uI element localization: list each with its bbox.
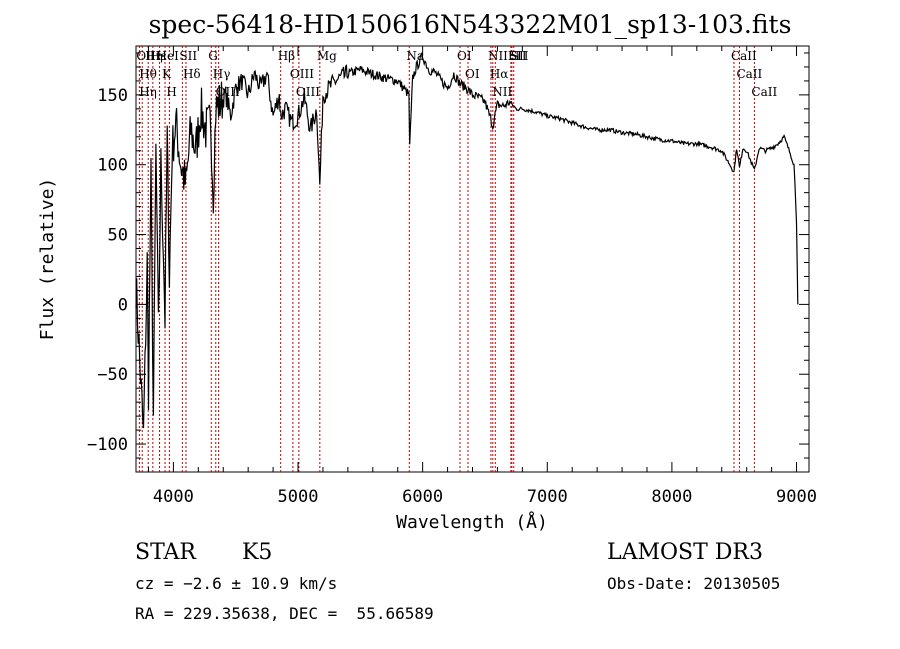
x-tick-label: 4000 bbox=[153, 487, 194, 507]
spectral-line-label: SII bbox=[509, 49, 527, 63]
observation-date: Obs-Date: 20130505 bbox=[607, 574, 780, 593]
spectral-line-labels: OIIHθHηHηHεHeIKHSIIHδGHγOIIIHβOIIIOIIIMg… bbox=[136, 49, 777, 99]
spectral-line-label: HeI bbox=[157, 49, 180, 63]
y-axis: −100 −50 0 50 100 150 bbox=[87, 52, 809, 459]
spectral-line-label: G bbox=[208, 49, 218, 63]
spectral-line-label: Li bbox=[508, 49, 520, 63]
spectral-line-label: H bbox=[166, 85, 176, 99]
spectral-line-label: Hδ bbox=[183, 67, 201, 81]
y-tick-label: 0 bbox=[118, 295, 128, 315]
spectral-line-label: Hη bbox=[145, 49, 163, 63]
x-tick-label: 6000 bbox=[402, 487, 443, 507]
y-tick-label: 50 bbox=[108, 226, 128, 246]
survey-release: LAMOST DR3 bbox=[607, 540, 763, 565]
spectral-line-label: OI bbox=[457, 49, 472, 63]
y-axis-label: Flux (relative) bbox=[37, 178, 58, 341]
spectral-line-label: OII bbox=[136, 49, 156, 63]
redshift-velocity: cz = −2.6 ± 10.9 km/s bbox=[135, 574, 337, 593]
y-tick-label: 150 bbox=[97, 86, 128, 106]
y-tick-label: 100 bbox=[97, 156, 128, 176]
spectral-line-label: SII bbox=[179, 49, 197, 63]
x-tick-label: 9000 bbox=[776, 487, 817, 507]
y-tick-label: −100 bbox=[87, 435, 128, 455]
spectral-line-label: CaII bbox=[731, 49, 757, 63]
x-tick-label: 8000 bbox=[651, 487, 692, 507]
spectral-line-label: OIII bbox=[290, 67, 314, 81]
spectral-line-label: CaII bbox=[751, 85, 777, 99]
spectral-line-label: K bbox=[162, 67, 172, 81]
spectral-line-label: NII bbox=[492, 85, 512, 99]
object-class: STAR bbox=[135, 540, 197, 565]
x-axis: 4000 5000 6000 7000 8000 9000 bbox=[147, 46, 817, 507]
spectral-line-label: Hη bbox=[139, 85, 157, 99]
spectral-line-label: OI bbox=[465, 67, 480, 81]
spectral-line-label: Mg bbox=[317, 49, 337, 63]
spectrum-series-line bbox=[135, 52, 799, 429]
spectral-line-label: OIII bbox=[296, 85, 320, 99]
spectral-line-label: Hθ bbox=[139, 67, 157, 81]
spectral-line-label: Na bbox=[406, 49, 424, 63]
sky-coordinates: RA = 229.35638, DEC = 55.66589 bbox=[135, 604, 434, 623]
x-axis-label: Wavelength (Å) bbox=[396, 511, 548, 533]
spectral-line-label: Hα bbox=[490, 67, 509, 81]
x-tick-label: 7000 bbox=[527, 487, 568, 507]
x-tick-label: 5000 bbox=[278, 487, 319, 507]
spectral-line-label: Hε bbox=[150, 49, 167, 63]
plot-frame bbox=[135, 45, 810, 473]
object-subclass: K5 bbox=[242, 540, 272, 565]
spectral-line-label: CaII bbox=[736, 67, 762, 81]
y-tick-label: −50 bbox=[97, 365, 128, 385]
spectral-line-label: SII bbox=[511, 49, 529, 63]
spectral-line-label: NII bbox=[488, 49, 508, 63]
spectral-line-markers bbox=[138, 46, 755, 472]
spectral-line-label: Hγ bbox=[213, 67, 231, 81]
chart-title: spec-56418-HD150616N543322M01_sp13-103.f… bbox=[149, 10, 792, 39]
spectral-line-label: Hβ bbox=[278, 49, 295, 63]
